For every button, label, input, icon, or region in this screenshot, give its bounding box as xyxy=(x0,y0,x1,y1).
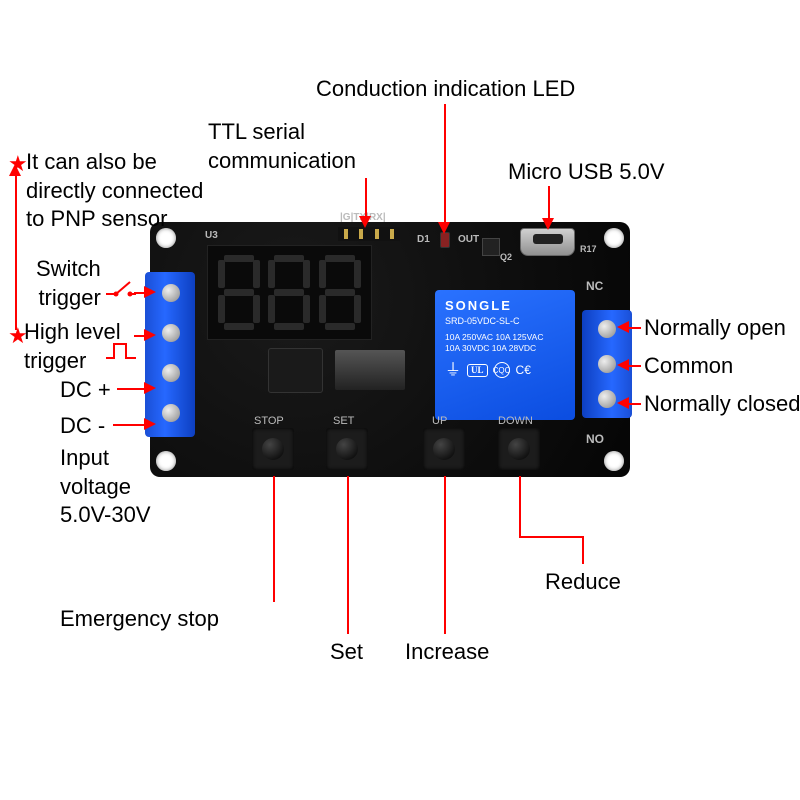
arrow-icon xyxy=(617,397,629,409)
arrow-icon xyxy=(542,218,554,230)
set-button[interactable] xyxy=(326,428,368,470)
seven-segment-display xyxy=(207,245,372,340)
callout-line xyxy=(347,476,349,634)
label-emergency-stop: Emergency stop xyxy=(60,605,219,634)
callout-line xyxy=(582,536,584,564)
callout-line xyxy=(15,175,17,330)
label-switch-trigger: Switch trigger xyxy=(36,255,101,312)
label-normally-closed: Normally closed xyxy=(644,390,800,419)
callout-line xyxy=(627,403,641,405)
arrow-icon xyxy=(144,329,156,341)
up-button[interactable] xyxy=(423,428,465,470)
callout-line xyxy=(444,476,446,634)
callout-line xyxy=(627,365,641,367)
label-increase: Increase xyxy=(405,638,489,667)
label-dc-minus: DC - xyxy=(60,412,105,441)
arrow-icon xyxy=(144,382,156,394)
label-common: Common xyxy=(644,352,733,381)
callout-line xyxy=(519,536,584,538)
silk-u3: U3 xyxy=(205,230,218,241)
micro-usb-port xyxy=(520,228,575,256)
ttl-header xyxy=(338,227,400,241)
callout-line xyxy=(117,388,147,390)
label-normally-open: Normally open xyxy=(644,314,786,343)
label-input-voltage: Input voltage 5.0V-30V xyxy=(60,444,151,530)
arrow-icon xyxy=(438,222,450,234)
mount-hole xyxy=(604,228,624,248)
label-ttl: TTL serial communication xyxy=(208,118,356,175)
silk-btn-stop: STOP xyxy=(254,415,284,427)
label-pnp-note: It can also be directly connected to PNP… xyxy=(26,148,203,234)
callout-line xyxy=(444,104,446,226)
callout-line xyxy=(519,476,521,536)
silk-nc: NC xyxy=(586,279,603,293)
pulse-symbol-icon xyxy=(106,342,136,362)
silk-btn-set: SET xyxy=(333,415,354,427)
relay-spec2: 10A 30VDC 10A 28VDC xyxy=(445,343,565,353)
arrow-icon xyxy=(144,286,156,298)
callout-line xyxy=(273,476,275,602)
silk-btn-down: DOWN xyxy=(498,415,533,427)
smd-component xyxy=(335,350,405,390)
mount-hole xyxy=(604,451,624,471)
label-reduce: Reduce xyxy=(545,568,621,597)
arrow-icon xyxy=(617,321,629,333)
label-set: Set xyxy=(330,638,363,667)
relay-cert-icons: ⏚ UL CQC C€ xyxy=(445,361,565,380)
arrow-icon xyxy=(9,164,21,176)
silk-q2: Q2 xyxy=(500,252,512,262)
switch-symbol-icon xyxy=(106,276,136,298)
silk-out: OUT xyxy=(458,234,479,245)
callout-line xyxy=(113,424,147,426)
callout-line xyxy=(627,327,641,329)
stop-button[interactable] xyxy=(252,428,294,470)
conduction-led xyxy=(440,232,450,248)
relay-spec1: 10A 250VAC 10A 125VAC xyxy=(445,332,565,342)
silk-d1: D1 xyxy=(417,234,430,245)
arrow-icon xyxy=(617,359,629,371)
silk-r17: R17 xyxy=(580,244,597,254)
label-dc-plus: DC + xyxy=(60,376,111,405)
label-micro-usb: Micro USB 5.0V xyxy=(508,158,665,187)
relay: SONGLE SRD-05VDC-SL-C 10A 250VAC 10A 125… xyxy=(435,290,575,420)
mount-hole xyxy=(156,451,176,471)
relay-model: SRD-05VDC-SL-C xyxy=(445,316,565,327)
relay-brand: SONGLE xyxy=(445,298,565,314)
silk-no: NO xyxy=(586,432,604,446)
arrow-icon xyxy=(359,216,371,228)
silk-btn-up: UP xyxy=(432,415,447,427)
down-button[interactable] xyxy=(498,428,540,470)
label-conduction-led: Conduction indication LED xyxy=(316,75,575,104)
smd-component xyxy=(482,238,500,256)
callout-line xyxy=(365,178,367,220)
callout-line xyxy=(548,186,550,222)
arrow-icon xyxy=(144,418,156,430)
smd-component xyxy=(268,348,323,393)
